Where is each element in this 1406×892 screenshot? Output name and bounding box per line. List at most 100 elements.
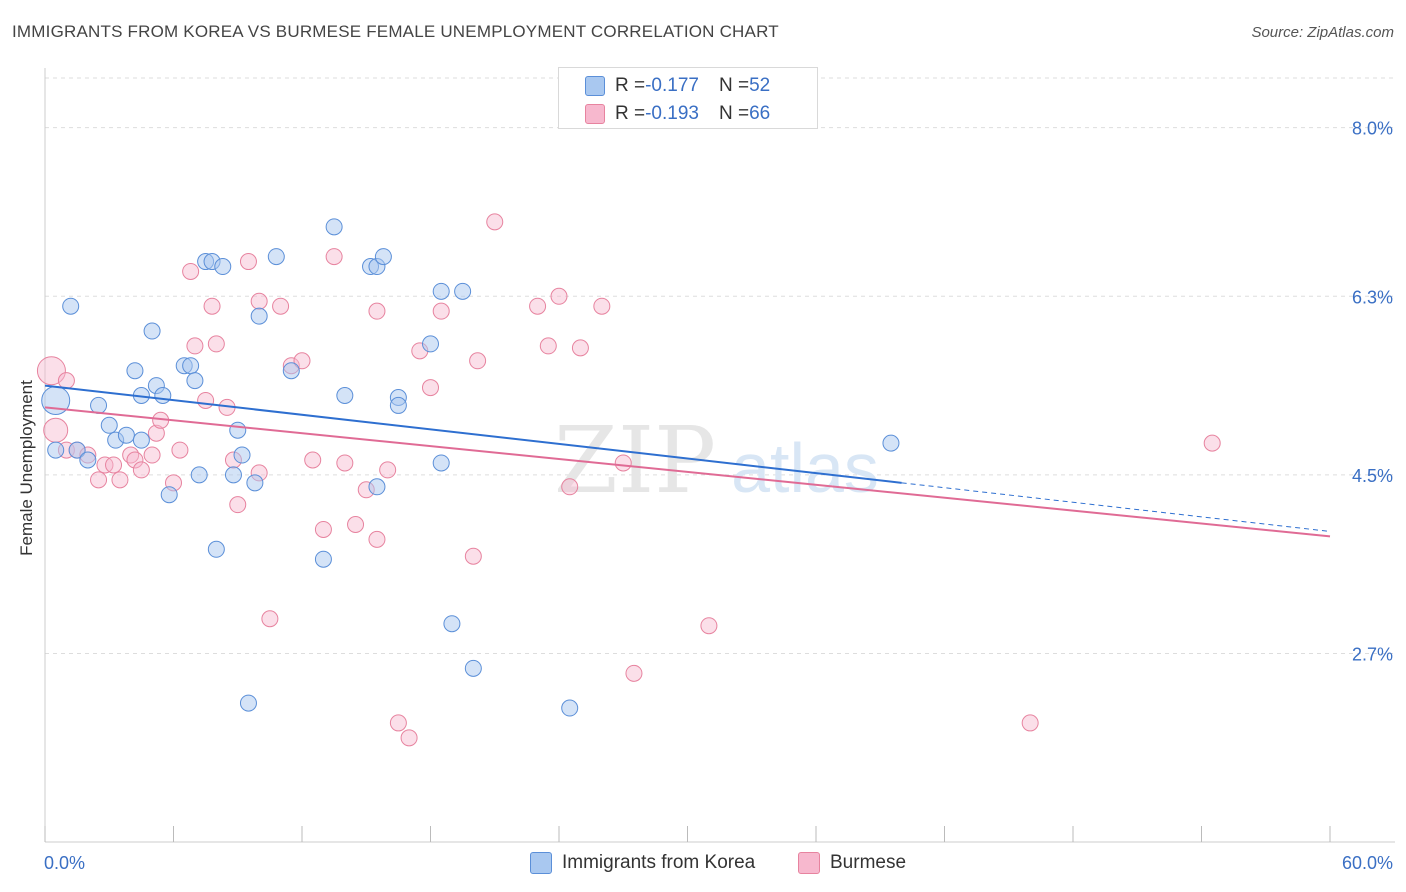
burmese-point — [111, 471, 129, 489]
burmese-point — [182, 262, 200, 280]
burmese-point — [147, 424, 165, 442]
burmese-point — [550, 287, 568, 305]
korea-point — [229, 421, 247, 439]
burmese-point — [347, 515, 365, 533]
burmese-point — [325, 248, 343, 266]
burmese-point — [400, 729, 418, 747]
korea-point — [117, 426, 135, 444]
burmese-r-label: R = — [615, 103, 646, 124]
burmese-point — [57, 372, 75, 390]
burmese-point — [293, 352, 311, 370]
korea-point — [422, 335, 439, 353]
korea-point — [454, 282, 472, 300]
burmese-point — [539, 337, 557, 355]
burmese-point — [368, 530, 386, 548]
korea-point — [267, 248, 285, 266]
tick-labels: 2.7% 4.5% 6.3% 8.0% 0.0% 60.0% — [44, 119, 1393, 873]
burmese-point — [96, 456, 114, 474]
burmese-point — [529, 297, 547, 315]
burmese-point — [486, 213, 504, 231]
korea-point — [160, 486, 178, 504]
korea-point — [90, 396, 108, 414]
korea-point — [132, 431, 150, 449]
burmese-point — [43, 417, 69, 443]
burmese-point — [314, 520, 332, 538]
burmese-point — [132, 461, 150, 479]
burmese-point — [422, 379, 439, 397]
korea-point — [374, 248, 392, 266]
burmese-n-value: 66 — [749, 103, 771, 124]
korea-point — [325, 218, 343, 236]
korea-n-label: N = — [718, 75, 750, 96]
korea-point — [79, 451, 97, 469]
korea-point — [246, 474, 264, 492]
korea-point — [368, 478, 386, 496]
burmese-point — [336, 454, 354, 472]
legend-row-korea: R = -0.177 N = 52 — [585, 74, 770, 98]
burmese-point — [272, 297, 290, 315]
korea-point — [561, 699, 579, 717]
burmese-point — [1203, 434, 1221, 452]
y-tick-label: 4.5% — [1352, 466, 1393, 486]
x-tick-label-end: 60.0% — [1342, 853, 1393, 873]
korea-point — [47, 441, 65, 459]
y-axis-label: Female Unemployment — [17, 380, 36, 556]
korea-point — [233, 446, 251, 464]
burmese-legend-label: Burmese — [830, 852, 907, 873]
korea-point — [207, 540, 225, 558]
burmese-point — [90, 471, 108, 489]
burmese-point — [593, 297, 611, 315]
korea-point — [443, 615, 461, 633]
burmese-point — [368, 302, 386, 320]
korea-point — [190, 466, 208, 484]
korea-point — [239, 694, 257, 712]
gridlines — [45, 77, 1395, 654]
burmese-point — [126, 451, 144, 469]
legend-item-korea: Immigrants from Korea — [530, 852, 755, 874]
burmese-n-label: N = — [718, 103, 750, 124]
burmese-point — [389, 714, 407, 732]
korea-point — [432, 454, 450, 472]
korea-point — [100, 416, 118, 434]
korea-point — [126, 362, 144, 380]
chart-title: IMMIGRANTS FROM KOREA VS BURMESE FEMALE … — [12, 22, 779, 41]
legend-row-burmese: R = -0.193 N = 66 — [585, 102, 770, 126]
korea-n-value: 52 — [749, 75, 771, 96]
correlation-legend: R = -0.177 N = 52 R = -0.193 N = 66 — [558, 67, 818, 129]
korea-point — [336, 387, 354, 405]
korea-legend-swatch — [530, 852, 552, 874]
burmese-point — [432, 302, 450, 320]
burmese-point — [261, 610, 279, 628]
korea-point — [224, 466, 242, 484]
y-tick-label: 2.7% — [1352, 644, 1393, 664]
watermark-atlas: atlas — [731, 429, 879, 507]
series-burmese-points — [36, 213, 1221, 747]
burmese-point — [469, 352, 487, 370]
korea-point — [389, 396, 407, 414]
burmese-point — [171, 441, 189, 459]
burmese-trend-line — [44, 406, 1331, 538]
korea-point — [186, 372, 204, 390]
burmese-point — [186, 337, 204, 355]
burmese-point — [625, 664, 643, 682]
burmese-point — [197, 391, 215, 409]
burmese-point — [700, 617, 718, 635]
korea-point — [62, 297, 80, 315]
burmese-point — [36, 356, 66, 386]
korea-point — [282, 362, 300, 380]
x-tick-label-start: 0.0% — [44, 853, 85, 873]
burmese-point — [207, 335, 225, 353]
trend-lines — [44, 384, 1331, 538]
burmese-legend-swatch — [798, 852, 820, 874]
korea-point — [882, 434, 900, 452]
korea-trend-line — [44, 384, 902, 484]
korea-trend-extension — [901, 482, 1331, 532]
burmese-point — [203, 297, 221, 315]
burmese-swatch — [585, 104, 605, 124]
burmese-point — [571, 339, 589, 357]
korea-point — [154, 387, 172, 405]
burmese-point — [105, 456, 123, 474]
burmese-point — [561, 478, 579, 496]
y-tick-label: 8.0% — [1352, 119, 1393, 139]
